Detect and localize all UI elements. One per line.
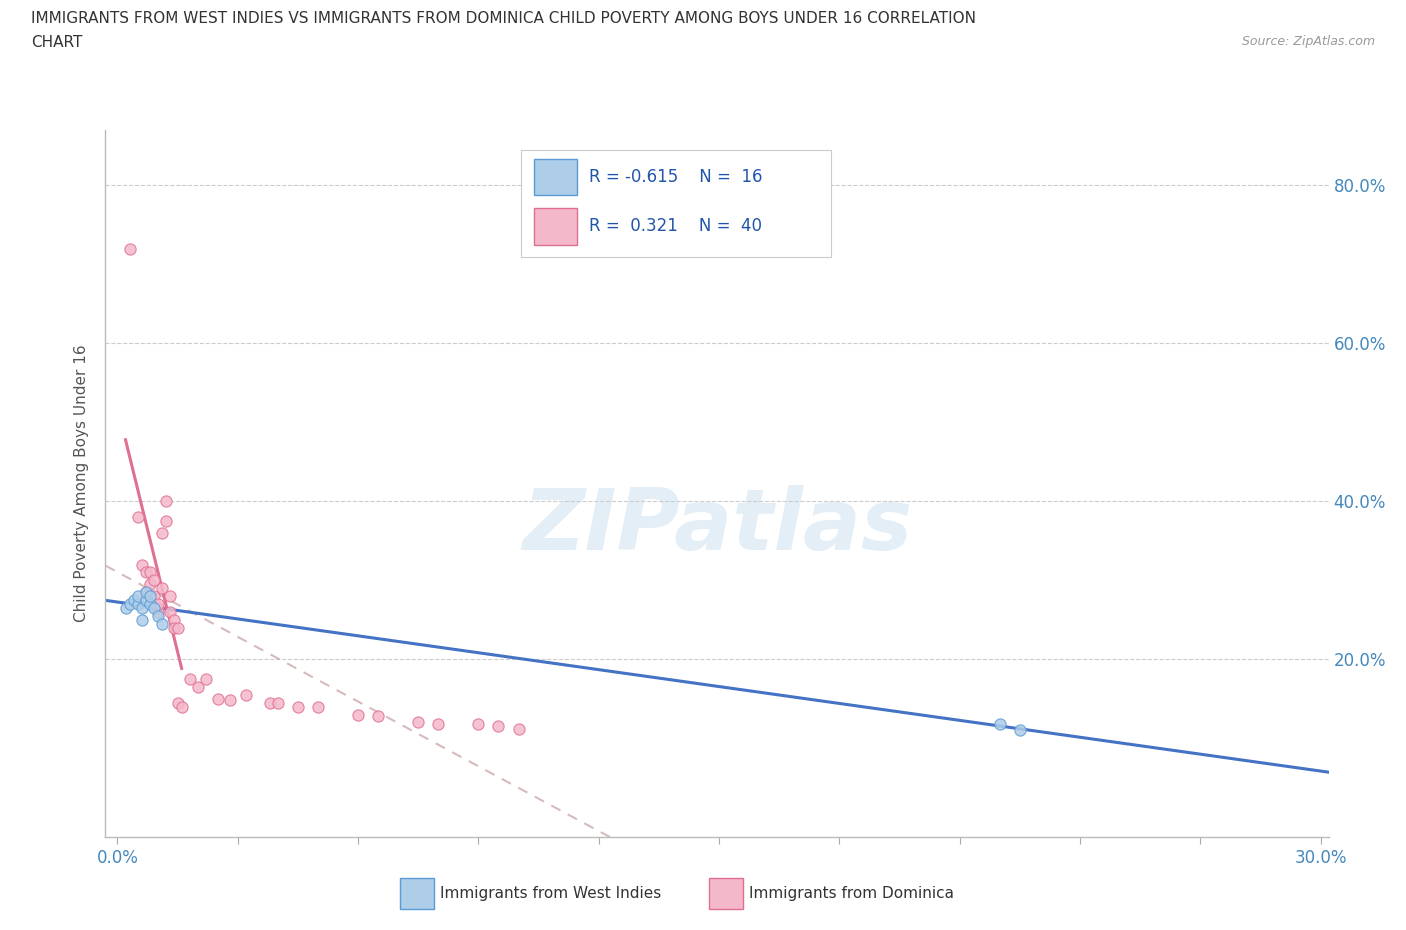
- Y-axis label: Child Poverty Among Boys Under 16: Child Poverty Among Boys Under 16: [75, 345, 90, 622]
- Text: Source: ZipAtlas.com: Source: ZipAtlas.com: [1241, 35, 1375, 48]
- Point: [127, 596, 149, 611]
- Point: [150, 617, 173, 631]
- FancyBboxPatch shape: [709, 878, 744, 910]
- Point: [131, 612, 153, 627]
- Point: [166, 620, 188, 635]
- Point: [508, 722, 530, 737]
- Point: [127, 510, 149, 525]
- Point: [267, 696, 290, 711]
- Point: [150, 581, 173, 596]
- Point: [150, 525, 173, 540]
- Text: IMMIGRANTS FROM WEST INDIES VS IMMIGRANTS FROM DOMINICA CHILD POVERTY AMONG BOYS: IMMIGRANTS FROM WEST INDIES VS IMMIGRANT…: [31, 11, 976, 26]
- Point: [142, 589, 165, 604]
- Point: [146, 608, 169, 623]
- Point: [467, 717, 489, 732]
- Point: [138, 565, 160, 580]
- Point: [162, 620, 184, 635]
- Point: [488, 719, 510, 734]
- Point: [142, 601, 165, 616]
- Point: [114, 601, 136, 616]
- Point: [347, 707, 370, 722]
- FancyBboxPatch shape: [399, 878, 434, 910]
- Point: [166, 696, 188, 711]
- Point: [146, 604, 169, 619]
- FancyBboxPatch shape: [534, 159, 576, 195]
- Text: CHART: CHART: [31, 35, 83, 50]
- Point: [988, 717, 1011, 732]
- Point: [207, 691, 229, 706]
- Point: [142, 573, 165, 588]
- Point: [179, 671, 201, 686]
- Point: [118, 596, 141, 611]
- Point: [159, 589, 181, 604]
- Point: [155, 513, 177, 528]
- Point: [367, 709, 389, 724]
- Point: [138, 589, 160, 604]
- Point: [135, 585, 157, 600]
- Point: [118, 241, 141, 256]
- Text: ZIPatlas: ZIPatlas: [522, 485, 912, 567]
- Point: [138, 596, 160, 611]
- Text: Immigrants from Dominica: Immigrants from Dominica: [749, 886, 955, 901]
- Point: [287, 699, 309, 714]
- FancyBboxPatch shape: [534, 208, 576, 245]
- Point: [146, 601, 169, 616]
- Point: [235, 687, 257, 702]
- Text: Immigrants from West Indies: Immigrants from West Indies: [440, 886, 661, 901]
- Point: [218, 693, 240, 708]
- Point: [1008, 723, 1031, 737]
- Text: R = -0.615    N =  16: R = -0.615 N = 16: [589, 168, 763, 186]
- Point: [122, 592, 145, 607]
- Point: [307, 699, 329, 714]
- Point: [146, 596, 169, 611]
- Point: [135, 592, 157, 607]
- Point: [127, 589, 149, 604]
- Point: [162, 612, 184, 627]
- Point: [135, 585, 157, 600]
- Point: [131, 601, 153, 616]
- Text: R =  0.321    N =  40: R = 0.321 N = 40: [589, 218, 762, 235]
- Point: [187, 680, 209, 695]
- Point: [155, 494, 177, 509]
- Point: [138, 577, 160, 591]
- Point: [131, 557, 153, 572]
- Point: [135, 565, 157, 580]
- Point: [259, 696, 281, 711]
- Point: [194, 671, 217, 686]
- Point: [159, 604, 181, 619]
- Point: [406, 715, 429, 730]
- Point: [427, 717, 450, 732]
- Point: [170, 699, 193, 714]
